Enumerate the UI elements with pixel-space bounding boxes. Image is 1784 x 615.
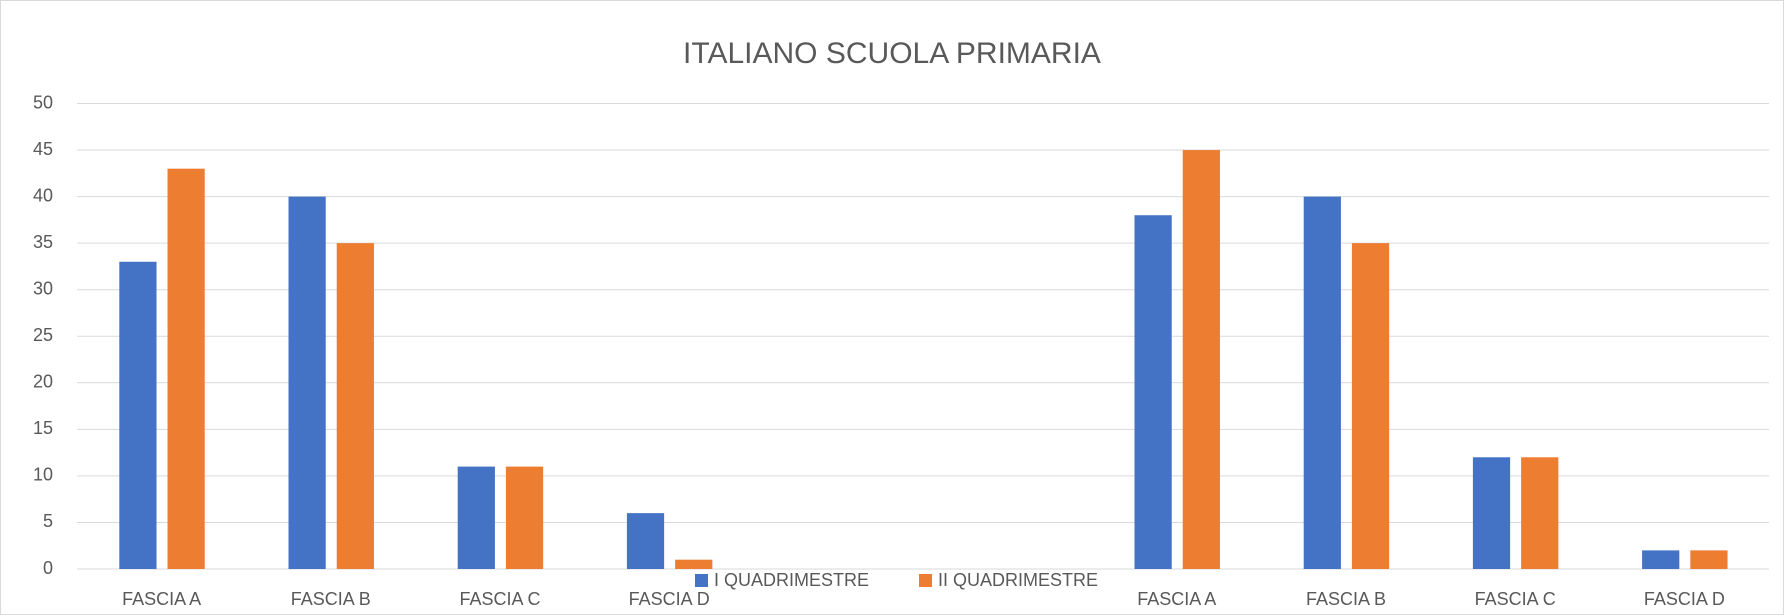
y-tick-label: 30 (33, 278, 53, 298)
bar (457, 466, 495, 569)
x-tick-label: FASCIA C (459, 589, 540, 609)
x-tick-label: FASCIA C (1475, 589, 1556, 609)
bar (1472, 457, 1511, 569)
y-tick-label: 15 (33, 418, 53, 438)
bar (1521, 457, 1559, 569)
y-tick-label: 35 (33, 232, 53, 252)
x-tick-label: FASCIA B (1306, 589, 1386, 609)
bar (1642, 550, 1680, 569)
legend-label: II QUADRIMESTRE (938, 570, 1098, 590)
bar (626, 513, 665, 569)
x-tick-label: FASCIA D (629, 589, 710, 609)
bar (1134, 215, 1172, 569)
x-tick-label: FASCIA A (122, 589, 201, 609)
bar (1690, 550, 1728, 569)
bar (505, 466, 544, 569)
legend-label: I QUADRIMESTRE (714, 570, 869, 590)
x-tick-label: FASCIA D (1644, 589, 1725, 609)
bar (336, 243, 374, 569)
y-tick-label: 50 (33, 92, 53, 112)
y-tick-label: 5 (43, 511, 53, 531)
bar (1182, 150, 1220, 570)
bar (288, 196, 326, 569)
y-tick-label: 40 (33, 185, 53, 205)
chart-title: ITALIANO SCUOLA PRIMARIA (683, 37, 1101, 70)
bar (119, 261, 157, 569)
bar (167, 168, 205, 570)
y-tick-label: 25 (33, 325, 53, 345)
y-tick-label: 0 (43, 558, 53, 578)
bar (1303, 196, 1341, 569)
x-tick-label: FASCIA A (1137, 589, 1216, 609)
y-tick-label: 10 (33, 465, 53, 485)
x-tick-label: FASCIA B (291, 589, 371, 609)
legend-swatch (695, 574, 708, 587)
y-tick-label: 20 (33, 372, 53, 392)
bar (675, 559, 713, 569)
y-tick-label: 45 (33, 139, 53, 159)
legend-swatch (919, 574, 932, 587)
bar (1351, 243, 1390, 569)
